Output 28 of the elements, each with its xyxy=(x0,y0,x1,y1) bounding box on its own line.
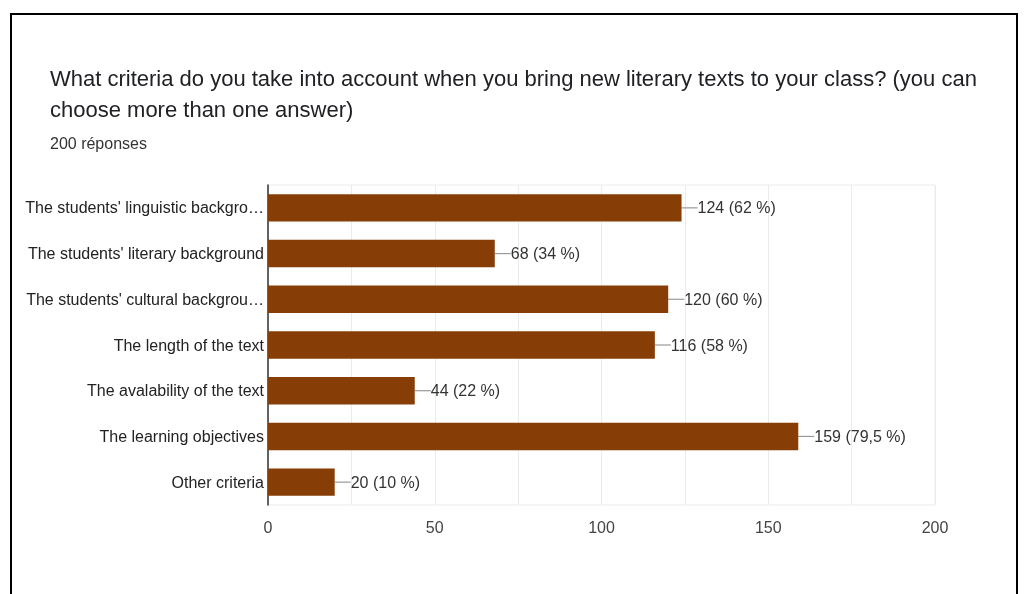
x-tick-label: 200 xyxy=(921,518,949,536)
x-tick-label: 0 xyxy=(263,518,273,536)
data-label: 116 (58 %) xyxy=(670,336,748,354)
data-label: 68 (34 %) xyxy=(510,245,581,263)
bar xyxy=(268,422,799,451)
x-tick-label: 150 xyxy=(754,518,782,536)
bar xyxy=(268,239,495,268)
bar xyxy=(268,194,682,222)
y-tick-label: The learning objectives xyxy=(99,427,264,445)
bar xyxy=(268,331,655,359)
bar xyxy=(268,377,415,405)
x-tick-label: 100 xyxy=(588,518,615,536)
y-tick-label: The length of the text xyxy=(113,336,265,354)
y-tick-label: The students' cultural backgrou… xyxy=(26,290,264,308)
bar xyxy=(268,285,669,313)
y-tick-label: The students' linguistic backgro… xyxy=(25,199,264,217)
text: 200 réponses xyxy=(50,134,147,152)
data-label: 120 (60 %) xyxy=(684,290,763,308)
y-tick-label: The students' literary background xyxy=(27,245,264,263)
y-tick-label: The avalability of the text xyxy=(87,382,265,400)
y-tick-label: Other criteria xyxy=(171,473,265,491)
data-label: 20 (10 %) xyxy=(350,473,421,491)
x-tick-label: 50 xyxy=(425,518,444,536)
data-label: 44 (22 %) xyxy=(430,382,501,400)
data-label: 124 (62 %) xyxy=(697,199,776,217)
data-label: 159 (79,5 %) xyxy=(814,427,906,445)
bar xyxy=(268,468,335,496)
chart-title: What criteria do you take into account when you bring new literary texts to your class? (you can choose more than one answer) xyxy=(50,66,984,122)
